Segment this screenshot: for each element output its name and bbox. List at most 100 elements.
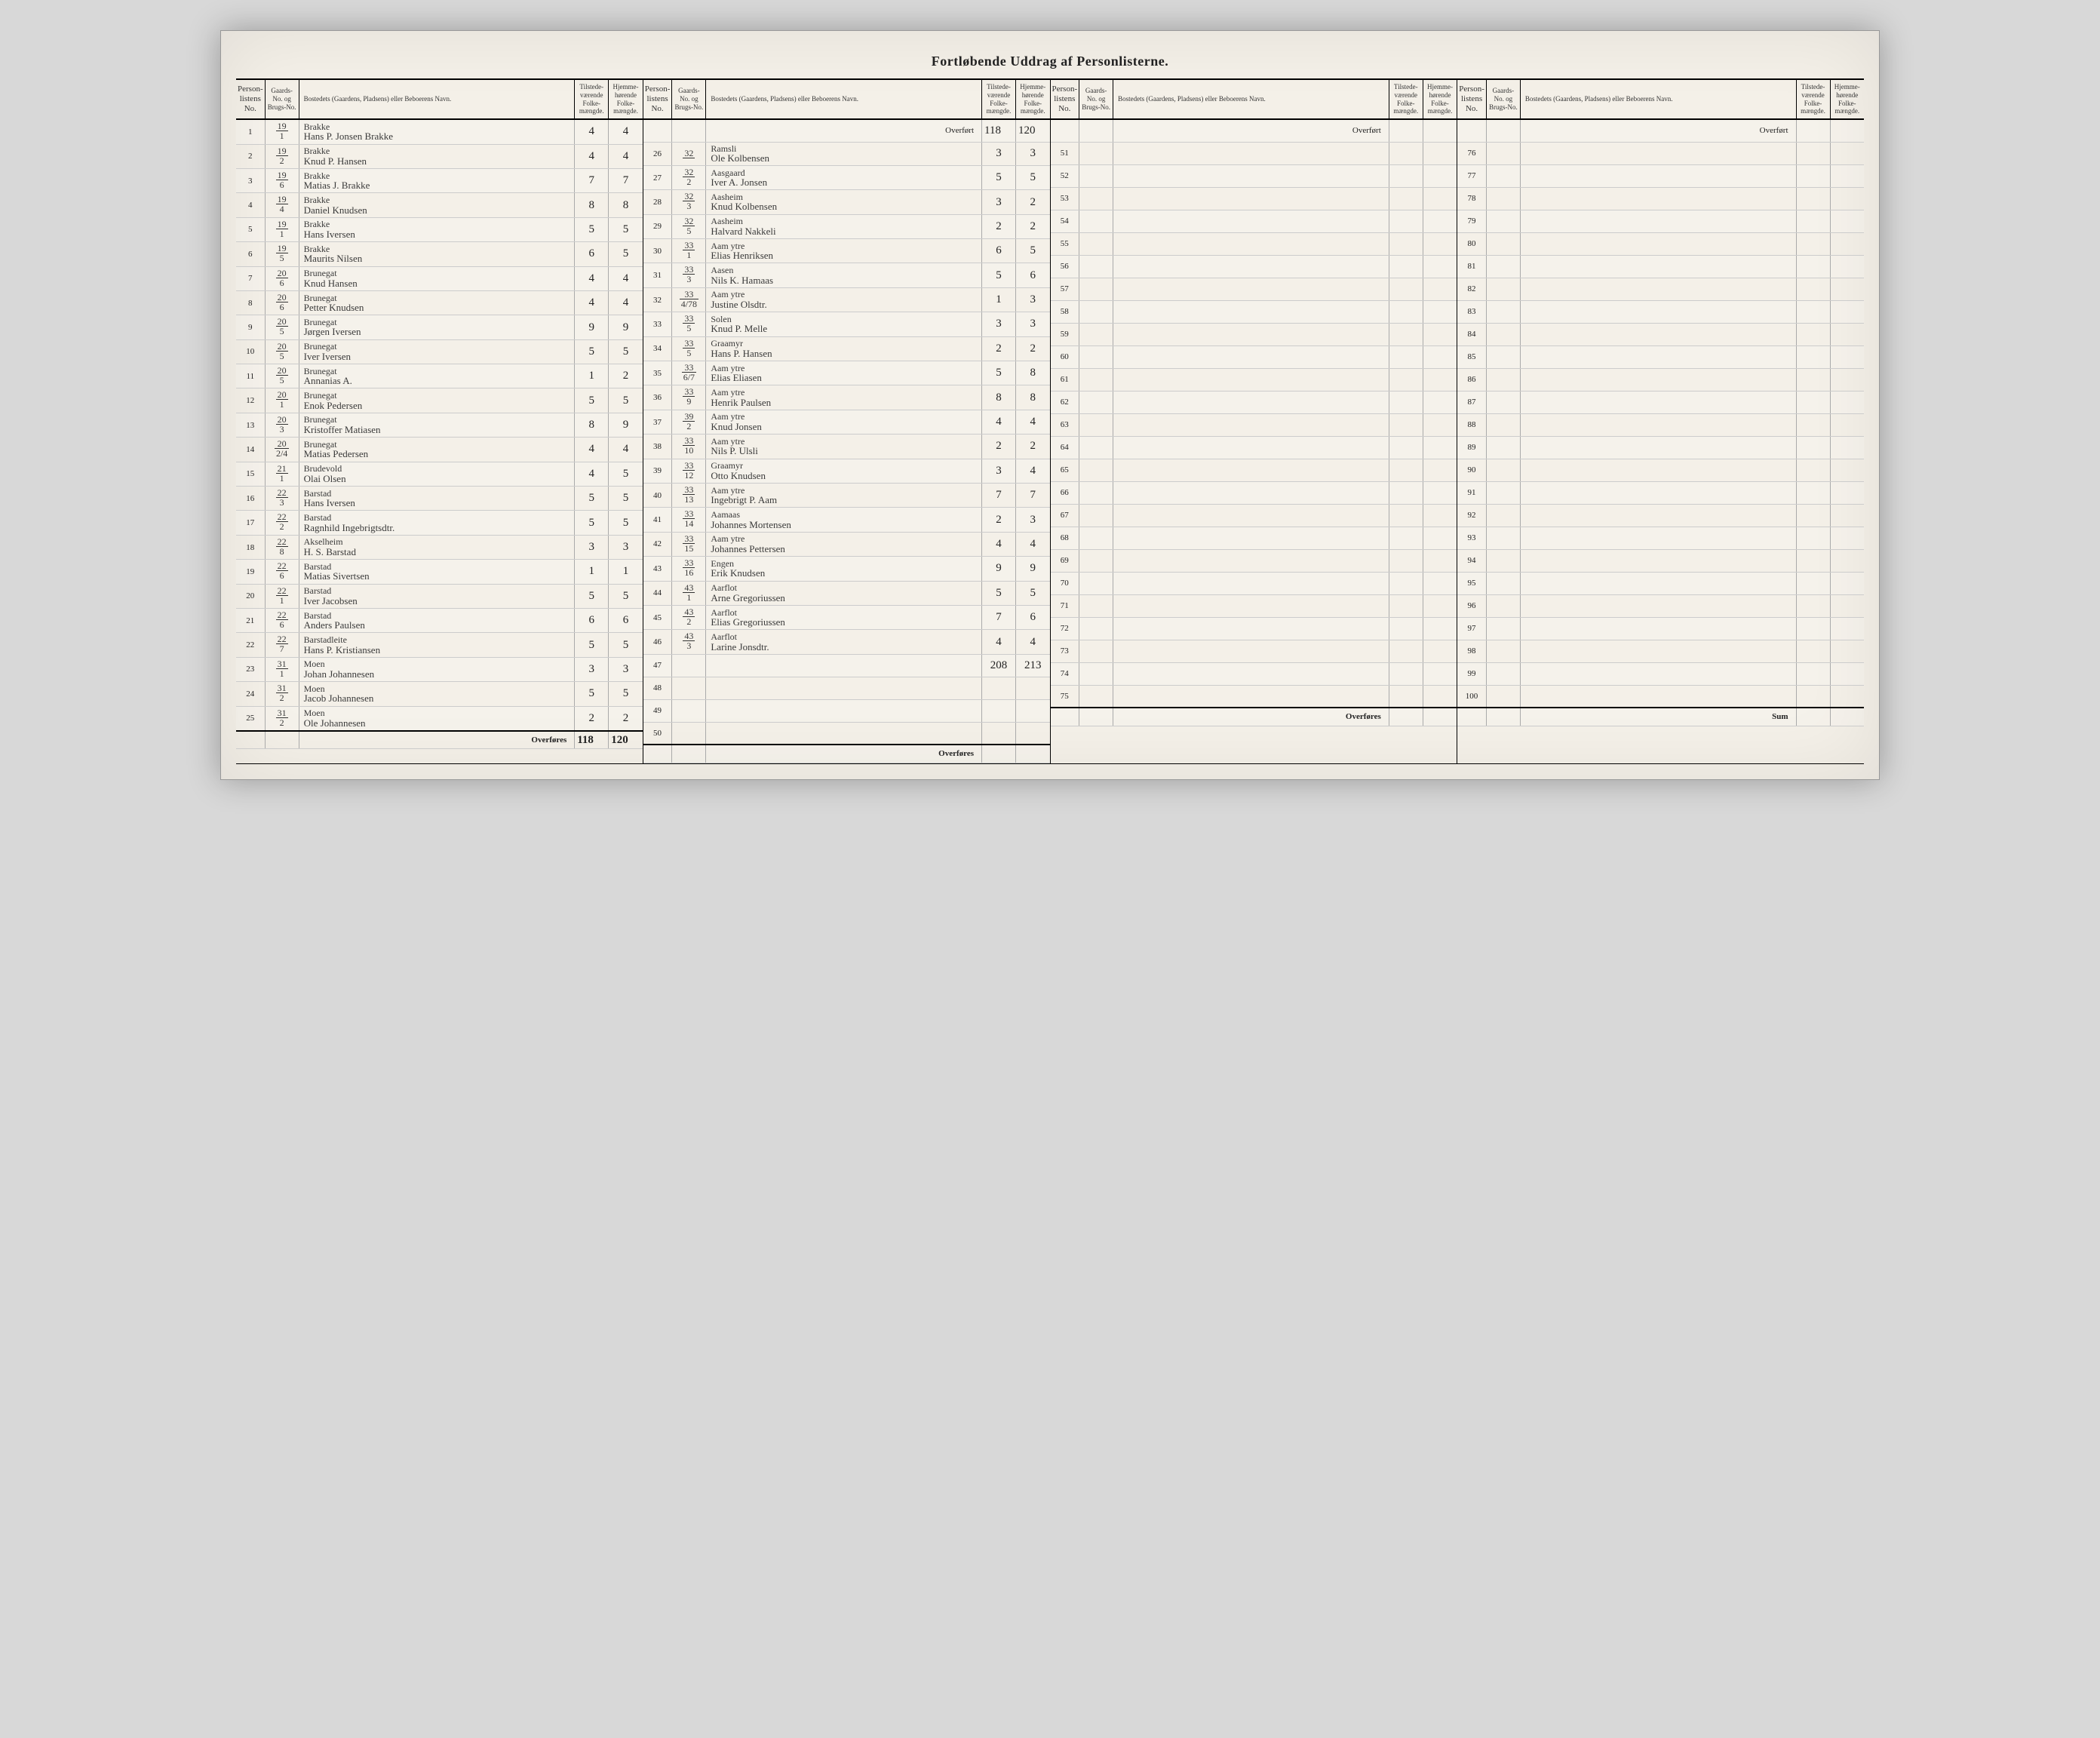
tilstedevaerende-count: 4 bbox=[575, 462, 609, 486]
place-name: Aarflot bbox=[711, 632, 979, 642]
row-no: 3 bbox=[236, 168, 265, 192]
table-row: 45 432 AarflotElias Gregoriussen 7 6 bbox=[643, 605, 1050, 629]
tilstedevaerende-count: 3 bbox=[982, 312, 1016, 336]
hjemmehorende-count bbox=[1016, 699, 1050, 722]
bostedet-name bbox=[1520, 459, 1796, 481]
tilstedevaerende-count bbox=[1796, 504, 1830, 527]
row-no: 32 bbox=[643, 287, 672, 312]
bostedet-name bbox=[1113, 436, 1389, 459]
bostedet-name: BrunegatPetter Knudsen bbox=[299, 290, 575, 315]
hjemmehorende-count bbox=[1830, 549, 1864, 572]
gaards-no: 336/7 bbox=[672, 361, 706, 385]
gaards-no: 3314 bbox=[672, 508, 706, 532]
hjemmehorende-count: 3 bbox=[1016, 508, 1050, 532]
gaards-no bbox=[1486, 662, 1520, 685]
table-row: 87 bbox=[1457, 391, 1864, 413]
gaards-no: 432 bbox=[672, 605, 706, 629]
hjemmehorende-count: 3 bbox=[1016, 287, 1050, 312]
tilstedevaerende-count bbox=[1389, 164, 1423, 187]
row-no: 87 bbox=[1457, 391, 1486, 413]
bostedet-name: BrunegatAnnanias A. bbox=[299, 364, 575, 388]
table-row: 67 bbox=[1051, 504, 1457, 527]
row-no: 76 bbox=[1457, 142, 1486, 164]
tilstedevaerende-count bbox=[1389, 255, 1423, 278]
hjemmehorende-count bbox=[1423, 323, 1457, 345]
bostedet-name: Aam ytreElias Henriksen bbox=[706, 239, 982, 263]
row-no: 46 bbox=[643, 630, 672, 654]
gaards-no: 226 bbox=[265, 560, 299, 584]
hjemmehorende-count bbox=[1423, 391, 1457, 413]
hjemmehorende-count: 5 bbox=[609, 462, 643, 486]
gaards-no bbox=[1079, 232, 1113, 255]
hjemmehorende-count: 8 bbox=[609, 193, 643, 217]
bostedet-name bbox=[1520, 662, 1796, 685]
gaards-no: 206 bbox=[265, 266, 299, 290]
hjemmehorende-count: 9 bbox=[1016, 557, 1050, 581]
person-name: Knud Jonsen bbox=[711, 422, 979, 432]
bostedet-name: Aam ytreKnud Jonsen bbox=[706, 410, 982, 434]
tilstedevaerende-count bbox=[1796, 527, 1830, 549]
bostedet-name: BrakkeMaurits Nilsen bbox=[299, 242, 575, 266]
person-name: Hans P. Kristiansen bbox=[304, 645, 573, 656]
table-row: 16 223 BarstadHans Iversen 5 5 bbox=[236, 487, 643, 511]
tilstedevaerende-count bbox=[1389, 413, 1423, 436]
hjemmehorende-count: 4 bbox=[1016, 459, 1050, 483]
person-name: Daniel Knudsen bbox=[304, 205, 573, 216]
tilstedevaerende-count: 2 bbox=[982, 508, 1016, 532]
gaards-no bbox=[1079, 255, 1113, 278]
table-row: 41 3314 AamaasJohannes Mortensen 2 3 bbox=[643, 508, 1050, 532]
bostedet-name: MoenJacob Johannesen bbox=[299, 682, 575, 706]
gaards-no: 335 bbox=[672, 336, 706, 361]
place-name: Aamaas bbox=[711, 510, 979, 520]
bostedet-name bbox=[1520, 617, 1796, 640]
tilstedevaerende-count bbox=[1796, 323, 1830, 345]
th-hjemmehorende: Hjemme-hørende Folke-mængde. bbox=[1830, 80, 1864, 119]
gaards-no bbox=[1486, 481, 1520, 504]
overfores-row: Overføres bbox=[643, 745, 1050, 763]
bostedet-name: BrunegatEnok Pedersen bbox=[299, 388, 575, 413]
gaards-no: 227 bbox=[265, 633, 299, 657]
person-name: Knud P. Melle bbox=[711, 324, 979, 334]
tilstedevaerende-count bbox=[1389, 685, 1423, 708]
hjemmehorende-count bbox=[1423, 413, 1457, 436]
table-row: 42 3315 Aam ytreJohannes Pettersen 4 4 bbox=[643, 532, 1050, 556]
tilstedevaerende-count: 7 bbox=[575, 168, 609, 192]
bostedet-name bbox=[1520, 413, 1796, 436]
gaards-no bbox=[1486, 368, 1520, 391]
row-no: 83 bbox=[1457, 300, 1486, 323]
table-row: 2 192 BrakkeKnud P. Hansen 4 4 bbox=[236, 144, 643, 168]
place-name: Aasen bbox=[711, 266, 979, 275]
bostedet-name bbox=[706, 677, 982, 699]
th-gaards-no: Gaards-No. og Brugs-No. bbox=[1486, 80, 1520, 119]
gaards-no: 334/78 bbox=[672, 287, 706, 312]
gaards-no: 221 bbox=[265, 584, 299, 608]
tilstedevaerende-count bbox=[1796, 594, 1830, 617]
gaards-no bbox=[1486, 187, 1520, 210]
th-personlister-no: Person-listens No. bbox=[236, 80, 265, 119]
place-name: Brunegat bbox=[304, 269, 573, 278]
row-no: 6 bbox=[236, 242, 265, 266]
row-no: 47 bbox=[643, 654, 672, 677]
row-no: 62 bbox=[1051, 391, 1079, 413]
person-name: Henrik Paulsen bbox=[711, 398, 979, 408]
row-no: 60 bbox=[1051, 345, 1079, 368]
person-name: Knud Hansen bbox=[304, 278, 573, 289]
row-no: 80 bbox=[1457, 232, 1486, 255]
bostedet-name: AasheimHalvard Nakkeli bbox=[706, 214, 982, 238]
bostedet-name bbox=[1520, 436, 1796, 459]
gaards-no bbox=[1079, 572, 1113, 594]
bostedet-name: BrunegatJørgen Iversen bbox=[299, 315, 575, 339]
table-row: 40 3313 Aam ytreIngebrigt P. Aam 7 7 bbox=[643, 484, 1050, 508]
table-row: 30 331 Aam ytreElias Henriksen 6 5 bbox=[643, 239, 1050, 263]
overfort-hh: 120 bbox=[1016, 119, 1050, 142]
row-no: 61 bbox=[1051, 368, 1079, 391]
table-row: 63 bbox=[1051, 413, 1457, 436]
table-row: 74 bbox=[1051, 662, 1457, 685]
hjemmehorende-count bbox=[1830, 504, 1864, 527]
person-name: Johannes Pettersen bbox=[711, 544, 979, 554]
row-no: 14 bbox=[236, 438, 265, 462]
gaards-no: 205 bbox=[265, 364, 299, 388]
place-name: Barstad bbox=[304, 513, 573, 523]
row-no: 51 bbox=[1051, 142, 1079, 164]
gaards-no: 206 bbox=[265, 290, 299, 315]
